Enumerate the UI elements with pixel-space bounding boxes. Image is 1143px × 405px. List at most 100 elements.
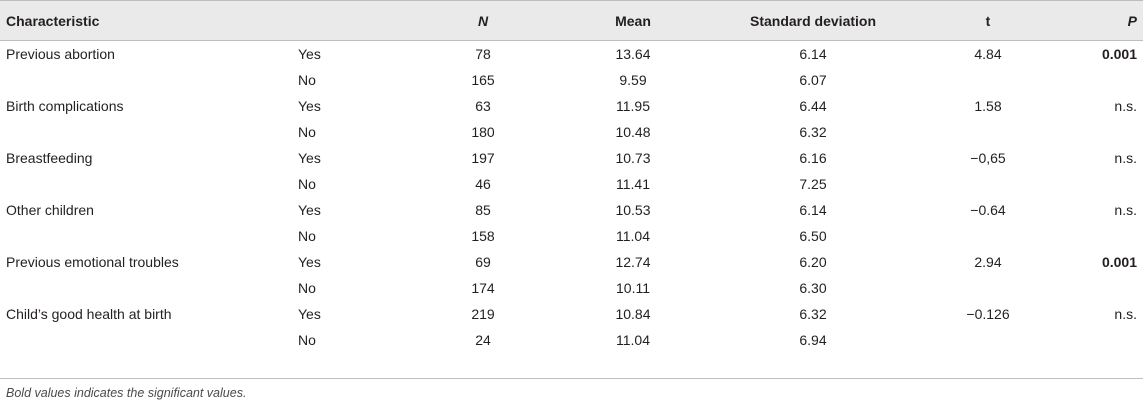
cell-group: Yes [298,201,321,218]
cell-group: No [298,71,316,88]
cell-sd: 7.25 [799,175,827,192]
cell-p: n.s. [1114,201,1137,218]
header-group [298,0,408,41]
cell-t: 4.84 [974,45,1002,62]
cell-p: 0.001 [1101,45,1137,62]
cell-p: n.s. [1114,97,1137,114]
table-row: No 46 11.41 7.25 [0,171,1143,197]
table-row: Previous emotional troubles Yes 69 12.74 6.2… [0,249,1143,275]
cell-group: No [298,123,316,140]
table-row: No 165 9.59 6.07 [0,67,1143,93]
header-sd: Standard deviation [708,0,918,41]
table-row: Birth complications Yes 63 11.95 6.44 1.58 n.s… [0,93,1143,119]
cell-characteristic [0,171,298,197]
cell-t [918,67,1058,93]
table-footnote: Bold values indicates the significant va… [6,386,247,400]
cell-characteristic: Child’s good health at birth [6,305,172,322]
cell-group: No [298,331,316,348]
cell-t [918,171,1058,197]
cell-t: 1.58 [974,97,1002,114]
cell-t: −0.126 [966,305,1010,322]
cell-group: No [298,279,316,296]
cell-p [1058,119,1143,145]
cell-n: 165 [471,71,495,88]
cell-sd: 6.50 [799,227,827,244]
cell-p [1058,327,1143,353]
cell-sd: 6.14 [799,201,827,218]
cell-mean: 11.04 [616,331,650,348]
cell-p [1058,275,1143,301]
cell-group: No [298,175,316,192]
cell-sd: 6.07 [799,71,827,88]
header-row: Characteristic N Mean Standard deviation… [0,0,1143,41]
cell-t [918,223,1058,249]
cell-p: n.s. [1114,305,1137,322]
cell-characteristic [0,67,298,93]
cell-n: 69 [475,253,491,270]
cell-p [1058,171,1143,197]
cell-group: No [298,227,316,244]
header-p: P [1058,0,1143,41]
cell-mean: 10.11 [616,279,650,296]
cell-characteristic [0,327,298,353]
cell-n: 174 [471,279,495,296]
cell-characteristic: Breastfeeding [6,149,93,166]
cell-mean: 10.84 [615,305,651,322]
cell-group: Yes [298,97,321,114]
table-header: Characteristic N Mean Standard deviation… [0,0,1143,41]
cell-characteristic: Previous emotional troubles [6,253,179,270]
cell-characteristic [0,223,298,249]
cell-mean: 10.53 [615,201,651,218]
cell-mean: 11.04 [616,227,650,244]
cell-n: 24 [475,331,491,348]
cell-mean: 12.74 [615,253,651,270]
cell-t [918,275,1058,301]
header-t: t [918,0,1058,41]
cell-p [1058,67,1143,93]
cell-n: 158 [471,227,495,244]
cell-p [1058,223,1143,249]
cell-n: 219 [471,305,495,322]
cell-mean: 11.41 [616,175,650,192]
cell-mean: 11.95 [616,97,650,114]
cell-sd: 6.20 [799,253,827,270]
table-row: Child’s good health at birth Yes 219 10.84 6… [0,301,1143,327]
cell-t [918,119,1058,145]
cell-group: Yes [298,305,321,322]
table-row: No 158 11.04 6.50 [0,223,1143,249]
cell-group: Yes [298,45,321,62]
cell-sd: 6.30 [799,279,827,296]
header-n: N [408,0,558,41]
cell-sd: 6.44 [799,97,827,114]
table-row: Previous abortion Yes 78 13.64 6.14 4.84 0.001 [0,41,1143,67]
table-row: Other children Yes 85 10.53 6.14 −0.64 n.s. [0,197,1143,223]
cell-characteristic [0,119,298,145]
cell-p: n.s. [1114,149,1137,166]
table-row: No 174 10.11 6.30 [0,275,1143,301]
cell-n: 85 [475,201,491,218]
cell-characteristic: Other children [6,201,94,218]
cell-n: 46 [475,175,491,192]
cell-n: 180 [471,123,495,140]
cell-n: 197 [471,149,495,166]
cell-n: 78 [475,45,491,62]
cell-mean: 10.48 [615,123,651,140]
cell-group: Yes [298,253,321,270]
cell-mean: 10.73 [615,149,651,166]
table-row: No 180 10.48 6.32 [0,119,1143,145]
cell-sd: 6.32 [799,305,827,322]
cell-sd: 6.16 [799,149,827,166]
cell-sd: 6.14 [799,45,827,62]
cell-characteristic [0,275,298,301]
cell-characteristic: Previous abortion [6,45,115,62]
cell-t: 2.94 [974,253,1002,270]
cell-characteristic: Birth complications [6,97,124,114]
cell-sd: 6.94 [799,331,827,348]
bottom-rule [0,378,1143,379]
table-body: Previous abortion Yes 78 13.64 6.14 4.84 0.001… [0,41,1143,353]
header-mean: Mean [558,0,708,41]
cell-t [918,327,1058,353]
cell-t: −0,65 [970,149,1006,166]
cell-t: −0.64 [970,201,1006,218]
